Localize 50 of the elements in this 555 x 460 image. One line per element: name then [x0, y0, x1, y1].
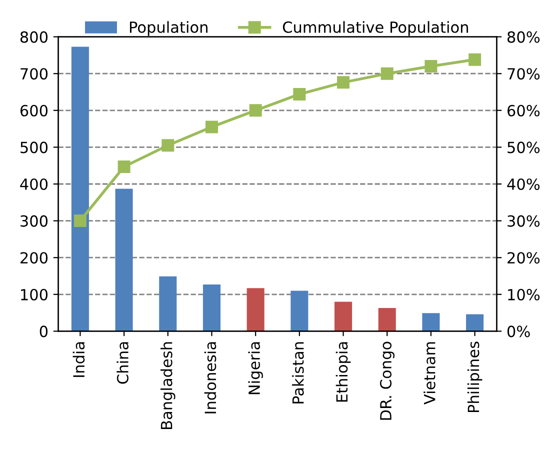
bar [422, 313, 440, 332]
bar [334, 302, 352, 332]
y2-tick-label: 50% [508, 142, 540, 154]
bar [246, 288, 264, 332]
x-tick-label: Philipines [467, 342, 482, 412]
x-tick-label: China [116, 342, 128, 384]
y2-tick-label: 70% [508, 68, 540, 80]
bar [290, 290, 308, 332]
bar [466, 314, 484, 332]
bar [115, 188, 133, 332]
y-tick-label: 500 [20, 142, 48, 154]
point [468, 53, 482, 66]
y-tick-label: 600 [20, 104, 48, 116]
y2-tick-label: 30% [508, 215, 540, 227]
x-tick-label: Pakistan [292, 342, 304, 404]
point [337, 76, 350, 89]
y2-tick-label: 20% [508, 252, 540, 264]
y2-tick-label: 80% [507, 31, 540, 43]
y-tick-label: 400 [20, 178, 48, 190]
point [162, 139, 174, 152]
point [205, 120, 218, 134]
x-tick-label: Bangladesh [160, 342, 176, 429]
x-tick-label: India [72, 342, 85, 377]
x-tick-label: Nigeria [248, 342, 263, 394]
point [74, 214, 86, 228]
point [118, 160, 130, 173]
y-tick-label: 700 [20, 68, 48, 80]
x-tick-label: Vietnam [424, 342, 436, 404]
y2-tick-label: 60% [508, 104, 540, 116]
point [380, 67, 394, 80]
legend-label: Population [130, 21, 208, 36]
y-tick-label: 0 [40, 326, 48, 338]
y-tick-label: 100 [21, 288, 48, 300]
point [424, 60, 438, 72]
x-tick-label: DR. Congo [380, 342, 395, 420]
y2-tick-label: 0% [507, 326, 530, 338]
point [293, 88, 306, 100]
y-tick-label: 300 [20, 215, 48, 227]
bar [71, 46, 89, 332]
y-tick-label: 800 [20, 31, 48, 43]
y2-tick-label: 40% [507, 178, 540, 190]
legend-label: Cummulative Population [282, 21, 468, 36]
point [249, 104, 262, 117]
y-tick-label: 200 [20, 252, 48, 264]
bar [159, 276, 177, 332]
bar [202, 284, 220, 332]
x-tick-label: Indonesia [204, 342, 216, 414]
x-tick-label: Ethiopia [336, 342, 351, 402]
y2-tick-label: 10% [508, 288, 540, 300]
bar [378, 308, 396, 332]
